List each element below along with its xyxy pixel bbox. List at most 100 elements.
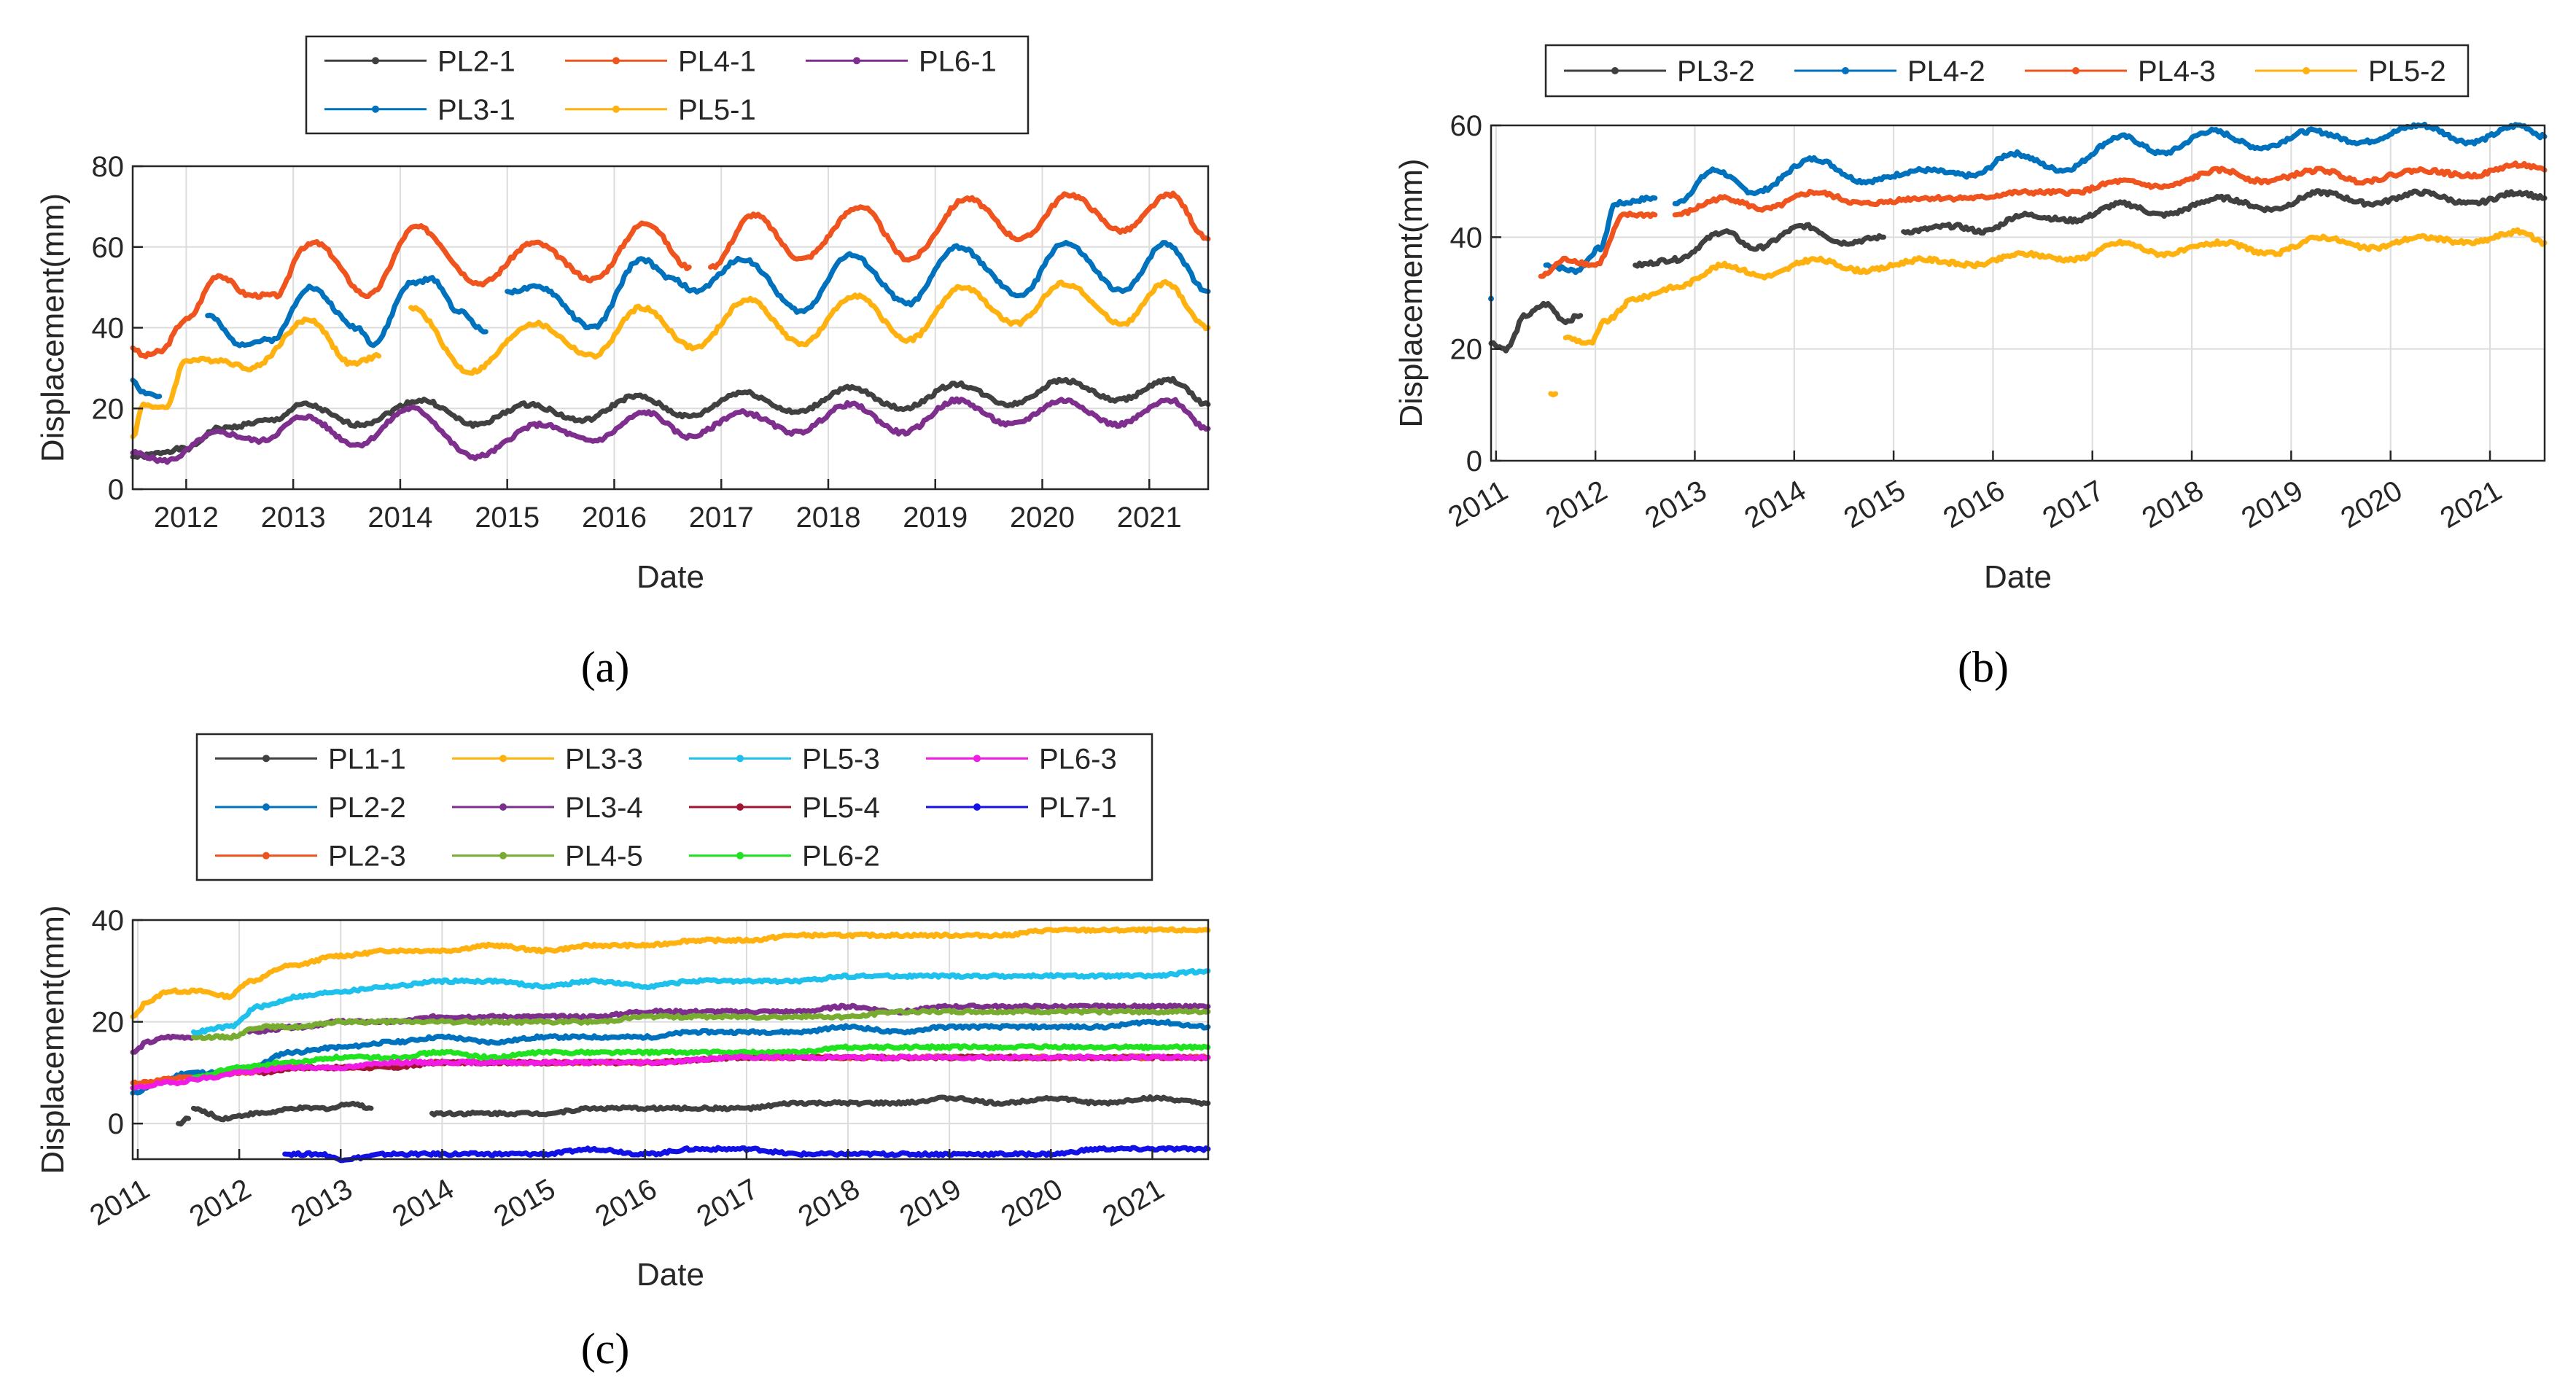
series-line [708, 190, 1211, 270]
y-tick-label: 80 [92, 151, 125, 183]
legend-swatch-marker [499, 755, 507, 763]
series-line [205, 275, 489, 348]
x-tick-label: 2013 [261, 502, 326, 534]
legend-swatch-marker [262, 803, 270, 811]
y-tick-label: 40 [92, 905, 125, 937]
legend-swatch-marker [499, 803, 507, 811]
series-line [176, 1115, 191, 1127]
legend: PL3-2 PL4-2 PL4-3 PL5-2 [1544, 44, 2470, 98]
x-tick-label: 2019 [895, 1173, 967, 1234]
legend-item-PL1-1: PL1-1 [215, 743, 406, 775]
chart-panel-b: 0 20 40 60 2011 2012 2013 2014 2015 2016 2017 2018 2… [1393, 44, 2548, 691]
legend-label: PL3-1 [437, 94, 515, 126]
legend-label: PL6-3 [1039, 743, 1117, 775]
series-line [191, 1043, 1211, 1080]
legend-label: PL3-3 [565, 743, 643, 775]
series-line [429, 1094, 1211, 1118]
series-line [130, 1018, 1211, 1096]
panel-label-c: (c) [581, 1325, 630, 1373]
legend-swatch-marker [262, 755, 270, 763]
axes-box [131, 919, 1210, 1161]
x-tick-label: 2020 [1010, 502, 1075, 534]
y-tick-label: 0 [108, 474, 124, 506]
legend-label: PL3-2 [1677, 55, 1755, 87]
series-line [1633, 222, 1886, 269]
series-PL2-1 [130, 375, 1211, 460]
x-tick-label: 2012 [154, 502, 219, 534]
legend-swatch-marker [736, 755, 744, 763]
legend-item-PL2-3: PL2-3 [215, 841, 406, 873]
x-tick-label: 2019 [2236, 475, 2308, 535]
series-PL5-1 [130, 278, 1211, 440]
legend-item-PL5-2: PL5-2 [2255, 55, 2446, 87]
legend-item-PL2-2: PL2-2 [215, 792, 406, 824]
series-line [191, 967, 1211, 1036]
series-line [130, 926, 1211, 1020]
x-tick-label: 2013 [286, 1173, 358, 1234]
x-tick-label: 2012 [184, 1173, 257, 1234]
legend-item-PL6-1: PL6-1 [806, 45, 997, 77]
legend-box [305, 35, 1030, 135]
legend-swatch-marker [736, 803, 744, 811]
series-line [130, 375, 1211, 460]
x-tick-label: 2013 [1640, 475, 1712, 535]
series-PL4-5 [191, 1008, 1211, 1041]
x-tick-label: 2011 [1443, 475, 1513, 534]
series-PL3-2 [1488, 188, 2548, 354]
series-line [1901, 188, 2548, 236]
legend-swatch-marker [973, 803, 981, 811]
legend-item-PL5-3: PL5-3 [689, 743, 880, 775]
series-line [130, 396, 1211, 465]
legend-label: PL2-1 [437, 45, 515, 77]
series-line [408, 278, 1211, 376]
legend-item-PL4-3: PL4-3 [2025, 55, 2216, 87]
series-line [130, 1033, 201, 1055]
legend-swatch-marker [372, 57, 379, 65]
y-tick-label: 20 [92, 1007, 125, 1039]
series-PL4-2 [1488, 121, 2548, 302]
series-PL4-3 [1538, 160, 2548, 279]
legend-item-PL4-5: PL4-5 [452, 841, 643, 873]
series-line [191, 1100, 374, 1123]
legend-swatch-marker [2303, 67, 2310, 74]
series-PL6-1 [130, 396, 1211, 465]
legend-item-PL3-3: PL3-3 [452, 743, 643, 775]
y-axis-label: Displacement(mm) [35, 905, 71, 1174]
x-tick-label: 2016 [1938, 475, 2010, 535]
legend: PL1-1 PL2-2 PL2-3 PL3-3 PL3-4 PL4-5 PL5-3 PL5-4… [195, 733, 1153, 881]
legend-label: PL6-1 [919, 45, 997, 77]
legend-label: PL4-5 [565, 841, 643, 873]
legend-swatch-marker [853, 57, 860, 65]
series-line [130, 378, 163, 400]
x-tick-label: 2018 [2136, 475, 2209, 535]
series-PL6-3 [130, 1053, 1211, 1091]
legend-swatch-marker [499, 852, 507, 860]
legend-label: PL2-2 [328, 792, 406, 824]
x-tick-label: 2012 [1541, 475, 1613, 535]
x-tick-label: 2020 [2335, 475, 2408, 535]
x-tick-label: 2011 [85, 1173, 155, 1232]
legend-item-PL3-4: PL3-4 [452, 792, 643, 824]
series-line [130, 316, 382, 440]
series-line [505, 240, 1211, 330]
y-tick-label: 0 [108, 1108, 124, 1140]
legend-label: PL1-1 [328, 743, 406, 775]
x-tick-label: 2019 [903, 502, 968, 534]
legend-label: PL2-3 [328, 841, 406, 873]
series-line [191, 1008, 1211, 1041]
legend-item-PL5-4: PL5-4 [689, 792, 880, 824]
series-line [1543, 194, 1658, 276]
x-tick-label: 2020 [996, 1173, 1068, 1234]
x-tick-label: 2018 [793, 1173, 865, 1234]
series-PL5-3 [191, 967, 1211, 1036]
series-PL2-2 [130, 1018, 1211, 1096]
legend-item-PL6-2: PL6-2 [689, 841, 880, 873]
legend-label: PL4-3 [2138, 55, 2216, 87]
legend-item-PL6-3: PL6-3 [926, 743, 1117, 775]
legend-swatch-marker [2072, 67, 2079, 74]
x-tick-label: 2017 [2037, 475, 2109, 535]
legend-swatch-marker [973, 755, 981, 763]
y-axis-label: Displacement(mm) [1393, 158, 1429, 427]
x-tick-label: 2018 [795, 502, 860, 534]
series-line [1672, 121, 2548, 206]
